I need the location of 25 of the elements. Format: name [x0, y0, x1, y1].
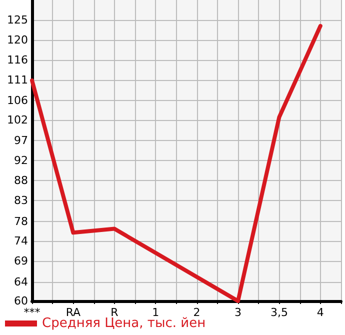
- x-tick-label: RA: [66, 306, 82, 319]
- y-tick-label: 111: [7, 74, 28, 87]
- x-tick-label: ***: [24, 306, 41, 319]
- x-tick-label: 3: [234, 306, 242, 319]
- line-series: [30, 24, 322, 303]
- y-tick-label: 64: [14, 275, 28, 288]
- legend-label: Средняя Цена, тыс. йен: [42, 316, 206, 331]
- y-tick-label: 78: [14, 214, 28, 228]
- x-tick-label: 3,5: [270, 306, 288, 319]
- x-tick-label: 2: [193, 306, 200, 319]
- y-tick-label: 125: [7, 13, 28, 26]
- x-tick-label: R: [110, 306, 119, 319]
- y-tick-label: 60: [14, 294, 28, 308]
- y-tick-label: 88: [14, 174, 28, 187]
- x-tick-label: 4: [316, 306, 324, 319]
- y-tick-label: 120: [7, 33, 28, 46]
- y-tick-label: 69: [14, 254, 28, 268]
- y-tick-label: 97: [14, 134, 28, 148]
- y-tick-label: 74: [14, 234, 28, 248]
- x-tick-label: 1: [152, 306, 160, 319]
- y-tick-label: 92: [14, 154, 28, 167]
- y-tick-label: 106: [7, 94, 28, 107]
- y-tick-label: 116: [7, 54, 28, 67]
- y-tick-label: 83: [14, 194, 28, 208]
- y-tick-label: 102: [7, 114, 28, 127]
